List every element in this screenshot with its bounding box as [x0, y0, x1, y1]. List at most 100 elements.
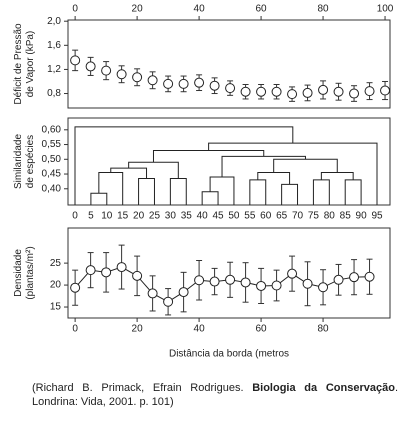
y-axis-label-line: Déficit de Pressão	[13, 23, 24, 105]
point	[380, 85, 391, 96]
point	[333, 86, 344, 97]
x-tick-label: 5	[88, 211, 94, 222]
dendrogram-link	[273, 158, 338, 173]
source-text: . Londrina: Vida, 2001. p. 101)	[32, 382, 398, 408]
source-title: Biologia da Conservação	[252, 382, 395, 394]
point	[364, 271, 375, 282]
x-tick-label: 15	[117, 211, 129, 222]
dendrogram-link	[90, 192, 108, 205]
point	[209, 80, 220, 91]
x-tick-label: 80	[317, 324, 329, 335]
point	[364, 86, 375, 97]
point	[147, 288, 158, 299]
point	[116, 69, 127, 80]
point	[287, 89, 298, 100]
x-axis-label: Distância da borda (metros	[169, 349, 289, 360]
x-tick-label: 50	[228, 211, 240, 222]
point	[318, 282, 329, 293]
dendrogram-link	[281, 183, 299, 205]
point	[101, 267, 112, 278]
y-axis-label: Densidade(plantas/m²)	[13, 246, 36, 299]
source-text: (Richard B. Primack, Efrain Rodrigues.	[32, 382, 253, 394]
dendrogram-link	[138, 177, 155, 205]
point	[178, 287, 189, 298]
y-tick-label: 0,50	[42, 154, 62, 165]
x-tick-label: 40	[194, 4, 206, 15]
point	[132, 270, 143, 281]
y-tick-label: 20	[50, 280, 62, 291]
x-tick-label: 25	[149, 211, 161, 222]
dendrogram-link	[128, 161, 179, 179]
dendrogram-link	[152, 149, 265, 163]
source-citation: (Richard B. Primack, Efrain Rodrigues. B…	[32, 381, 398, 409]
x-tick-label: 100	[377, 4, 394, 15]
x-tick-label: 40	[194, 324, 206, 335]
dendrogram-link	[344, 179, 362, 205]
dendrogram-link	[110, 167, 148, 179]
x-tick-label: 80	[317, 4, 329, 15]
point	[163, 296, 174, 307]
y-tick-label: 0,55	[42, 139, 62, 150]
point	[349, 88, 360, 99]
plot-frame	[67, 19, 391, 109]
point	[194, 77, 205, 88]
dendrogram-link	[201, 191, 219, 205]
y-tick-label: 15	[50, 302, 62, 313]
x-tick-label: 75	[308, 211, 320, 222]
x-tick-label: 40	[197, 211, 209, 222]
point	[116, 262, 127, 273]
point	[256, 86, 267, 97]
y-tick-label: 25	[50, 258, 62, 269]
point	[240, 277, 251, 288]
x-tick-label: 55	[244, 211, 256, 222]
plot-frame	[67, 117, 391, 206]
y-axis-label-line: de Vapor (kPa)	[25, 31, 36, 98]
x-tick-label: 65	[276, 211, 288, 222]
x-tick-label: 0	[72, 324, 78, 335]
x-tick-label: 0	[72, 4, 78, 15]
dendrogram-link	[98, 172, 124, 205]
figure: 0,8 1,2 1,6 2,0 Déficit de Pressãode Vapor (…	[13, 4, 394, 360]
point	[70, 55, 81, 66]
y-axis-label-line: Densidade	[13, 249, 24, 297]
point	[225, 83, 236, 94]
point	[256, 280, 267, 291]
y-tick-label: 0,45	[42, 169, 62, 180]
point	[302, 87, 313, 98]
x-tick-label: 80	[324, 211, 336, 222]
y-tick-label: 2,0	[47, 16, 61, 27]
x-tick-label: 20	[132, 4, 144, 15]
dendrogram-link	[208, 142, 378, 205]
point	[163, 78, 174, 89]
point	[333, 274, 344, 285]
dendrogram-link	[249, 179, 267, 205]
dendrogram-link	[257, 172, 291, 185]
x-tick-label: 10	[101, 211, 113, 222]
dendrogram-link	[320, 172, 354, 180]
y-tick-label: 0,8	[47, 88, 61, 99]
x-tick-label: 95	[371, 211, 383, 222]
y-tick-label: 1,6	[47, 40, 61, 51]
point	[302, 278, 313, 289]
point	[318, 84, 329, 95]
plot-frame	[67, 227, 391, 319]
y-axis-label-line: (plantas/m²)	[25, 246, 36, 299]
x-tick-label: 70	[292, 211, 304, 222]
y-axis-label: Déficit de Pressãode Vapor (kPa)	[13, 23, 36, 105]
point	[209, 276, 220, 287]
point	[132, 72, 143, 83]
x-tick-label: 35	[181, 211, 193, 222]
point	[147, 75, 158, 86]
dendrogram-link	[74, 126, 294, 205]
point	[240, 86, 251, 97]
point	[85, 265, 96, 276]
point	[225, 274, 236, 285]
point	[271, 86, 282, 97]
point	[271, 280, 282, 291]
y-tick-label: 1,2	[47, 64, 61, 75]
y-axis-label-line: Similaridade	[13, 134, 24, 189]
x-tick-label: 45	[212, 211, 224, 222]
point	[194, 275, 205, 286]
x-tick-label: 20	[132, 324, 144, 335]
